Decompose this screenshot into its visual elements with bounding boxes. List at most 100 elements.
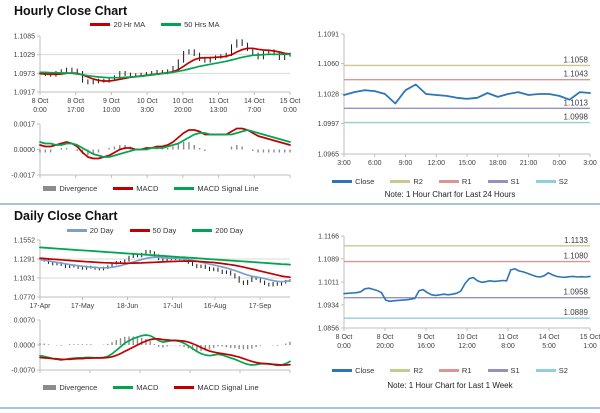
x-tick-label: 15:00 bbox=[458, 160, 476, 167]
divergence-bar bbox=[73, 344, 75, 345]
hourly-sr-legend: Close R2 R1 S1 S2 bbox=[302, 177, 598, 186]
x-tick-label: 13:00 bbox=[210, 107, 228, 114]
divergence-bar bbox=[119, 338, 122, 345]
divergence-bar bbox=[81, 344, 84, 345]
divergence-bar bbox=[188, 142, 190, 150]
macd-swatch bbox=[113, 386, 134, 389]
close-swatch bbox=[332, 369, 353, 372]
divergence-bar bbox=[140, 337, 143, 345]
legend-item-50-hrs-ma: 50 Hrs MA bbox=[161, 20, 220, 29]
divergence-bar bbox=[153, 343, 156, 345]
x-tick-label: 0:00 bbox=[283, 107, 297, 114]
x-tick-label: 7:00 bbox=[247, 107, 261, 114]
divergence-bar bbox=[183, 345, 185, 348]
y-tick-label: 0.0017 bbox=[14, 122, 36, 129]
legend-item-s2: S2 bbox=[535, 366, 568, 375]
y-tick-label: 1.0917 bbox=[14, 90, 36, 97]
close-swatch bbox=[332, 180, 353, 183]
y-tick-label: 0.0000 bbox=[14, 147, 36, 154]
series-50-day bbox=[39, 257, 291, 279]
x-tick-label: 9 Oct bbox=[103, 98, 120, 105]
y-tick-label: 1.1091 bbox=[318, 32, 340, 39]
divergence-bar bbox=[221, 345, 223, 347]
50-hrs-ma-swatch bbox=[161, 23, 182, 26]
x-tick-label: 16-Aug bbox=[204, 303, 227, 310]
legend-label: R1 bbox=[461, 366, 472, 375]
divergence-bar bbox=[115, 340, 117, 345]
ref-line-label-r1: 1.1080 bbox=[564, 252, 589, 261]
daily-price-legend: 20 Day 50 Day 200 Day bbox=[20, 226, 290, 235]
legend-label: S2 bbox=[558, 177, 568, 186]
daily-macd-chart: 0.0070 0.0000 -0.0070 bbox=[11, 318, 291, 375]
legend-item-divergence: Divergence bbox=[43, 383, 97, 392]
x-tick-label: 3:00 bbox=[583, 160, 597, 167]
x-tick-label: 8 Oct bbox=[32, 98, 49, 105]
divergence-bar bbox=[77, 344, 79, 345]
divergence-bar bbox=[136, 337, 139, 345]
x-tick-label: 9:00 bbox=[399, 160, 413, 167]
y-tick-label: 1.1029 bbox=[14, 52, 36, 59]
section-divider-bottom bbox=[0, 407, 600, 409]
s2-swatch bbox=[535, 180, 556, 183]
candlesticks bbox=[44, 39, 291, 85]
x-tick-label: 17-Sep bbox=[249, 303, 272, 310]
x-tick-label: 8 Oct bbox=[67, 98, 84, 105]
legend-label: 20 Day bbox=[89, 226, 114, 235]
r1-swatch bbox=[438, 180, 459, 183]
legend-label: Divergence bbox=[59, 383, 98, 392]
divergence-bar bbox=[289, 149, 291, 153]
divergence-bar bbox=[149, 341, 151, 345]
divergence-bar bbox=[157, 345, 160, 347]
divergence-bar bbox=[208, 345, 211, 350]
y-tick-label: 1.0770 bbox=[14, 295, 36, 302]
daily-sr-legend: Close R2 R1 S1 S2 bbox=[302, 366, 598, 375]
daily-macd-legend: Divergence MACD MACD Signal Line bbox=[6, 383, 296, 392]
hourly-sr-note: Note: 1 Hour Chart for Last 24 Hours bbox=[384, 190, 516, 199]
legend-item-20-day: 20 Day bbox=[66, 226, 114, 235]
x-tick-label: 10 Oct bbox=[137, 98, 158, 105]
legend-item-r2: R2 bbox=[390, 177, 423, 186]
macd-signal-line-swatch bbox=[174, 386, 195, 389]
divergence-bar bbox=[193, 145, 195, 150]
y-tick-label: 1.1031 bbox=[14, 275, 36, 282]
divergence-bar bbox=[39, 343, 41, 345]
legend-label: Close bbox=[355, 177, 375, 186]
y-tick-label: 1.0934 bbox=[318, 302, 340, 309]
hourly-macd-chart: 0.0017 0.0000 -0.0017 bbox=[11, 122, 291, 180]
x-tick-label: 3:00 bbox=[337, 160, 351, 167]
divergence-bar bbox=[47, 344, 50, 345]
y-tick-label: 1.1291 bbox=[14, 257, 36, 264]
divergence-bar bbox=[204, 345, 206, 351]
macd-signal-line-swatch bbox=[174, 187, 195, 190]
50-day-swatch bbox=[129, 229, 150, 232]
legend-item-s2: S2 bbox=[535, 177, 568, 186]
divergence-bar bbox=[179, 345, 181, 346]
x-tick-label: 0:00 bbox=[552, 160, 566, 167]
x-tick-label: 12:00 bbox=[427, 160, 445, 167]
divergence-bar bbox=[43, 343, 45, 345]
divergence-bars bbox=[39, 142, 291, 156]
y-tick-label: 0.0000 bbox=[14, 343, 36, 350]
x-tick-label: 15 Oct bbox=[280, 98, 301, 105]
divergence-bar bbox=[242, 345, 245, 350]
legend-label: 20 Hr MA bbox=[113, 20, 146, 29]
legend-label: S1 bbox=[510, 177, 520, 186]
legend-item-20-hr-ma: 20 Hr MA bbox=[90, 20, 145, 29]
s2-swatch bbox=[535, 369, 556, 372]
x-tick-label: 8:00 bbox=[501, 343, 515, 350]
divergence-bar bbox=[166, 345, 168, 347]
y-tick-label: -0.0017 bbox=[11, 173, 35, 180]
r1-swatch bbox=[438, 369, 459, 372]
divergence-bar bbox=[124, 336, 126, 345]
x-tick-label: 17-Jul bbox=[163, 303, 183, 310]
y-tick-label: 1.0997 bbox=[318, 121, 340, 128]
divergence-bar bbox=[225, 345, 228, 348]
x-tick-label: 10:00 bbox=[103, 107, 121, 114]
divergence-bar bbox=[278, 149, 281, 153]
legend-label: 50 Hrs MA bbox=[184, 20, 220, 29]
hourly-macd-legend: Divergence MACD MACD Signal Line bbox=[6, 184, 296, 193]
divergence-bar bbox=[87, 149, 89, 156]
section-divider-top bbox=[0, 203, 600, 205]
r2-swatch bbox=[390, 180, 411, 183]
x-tick-label: 20:00 bbox=[376, 343, 394, 350]
